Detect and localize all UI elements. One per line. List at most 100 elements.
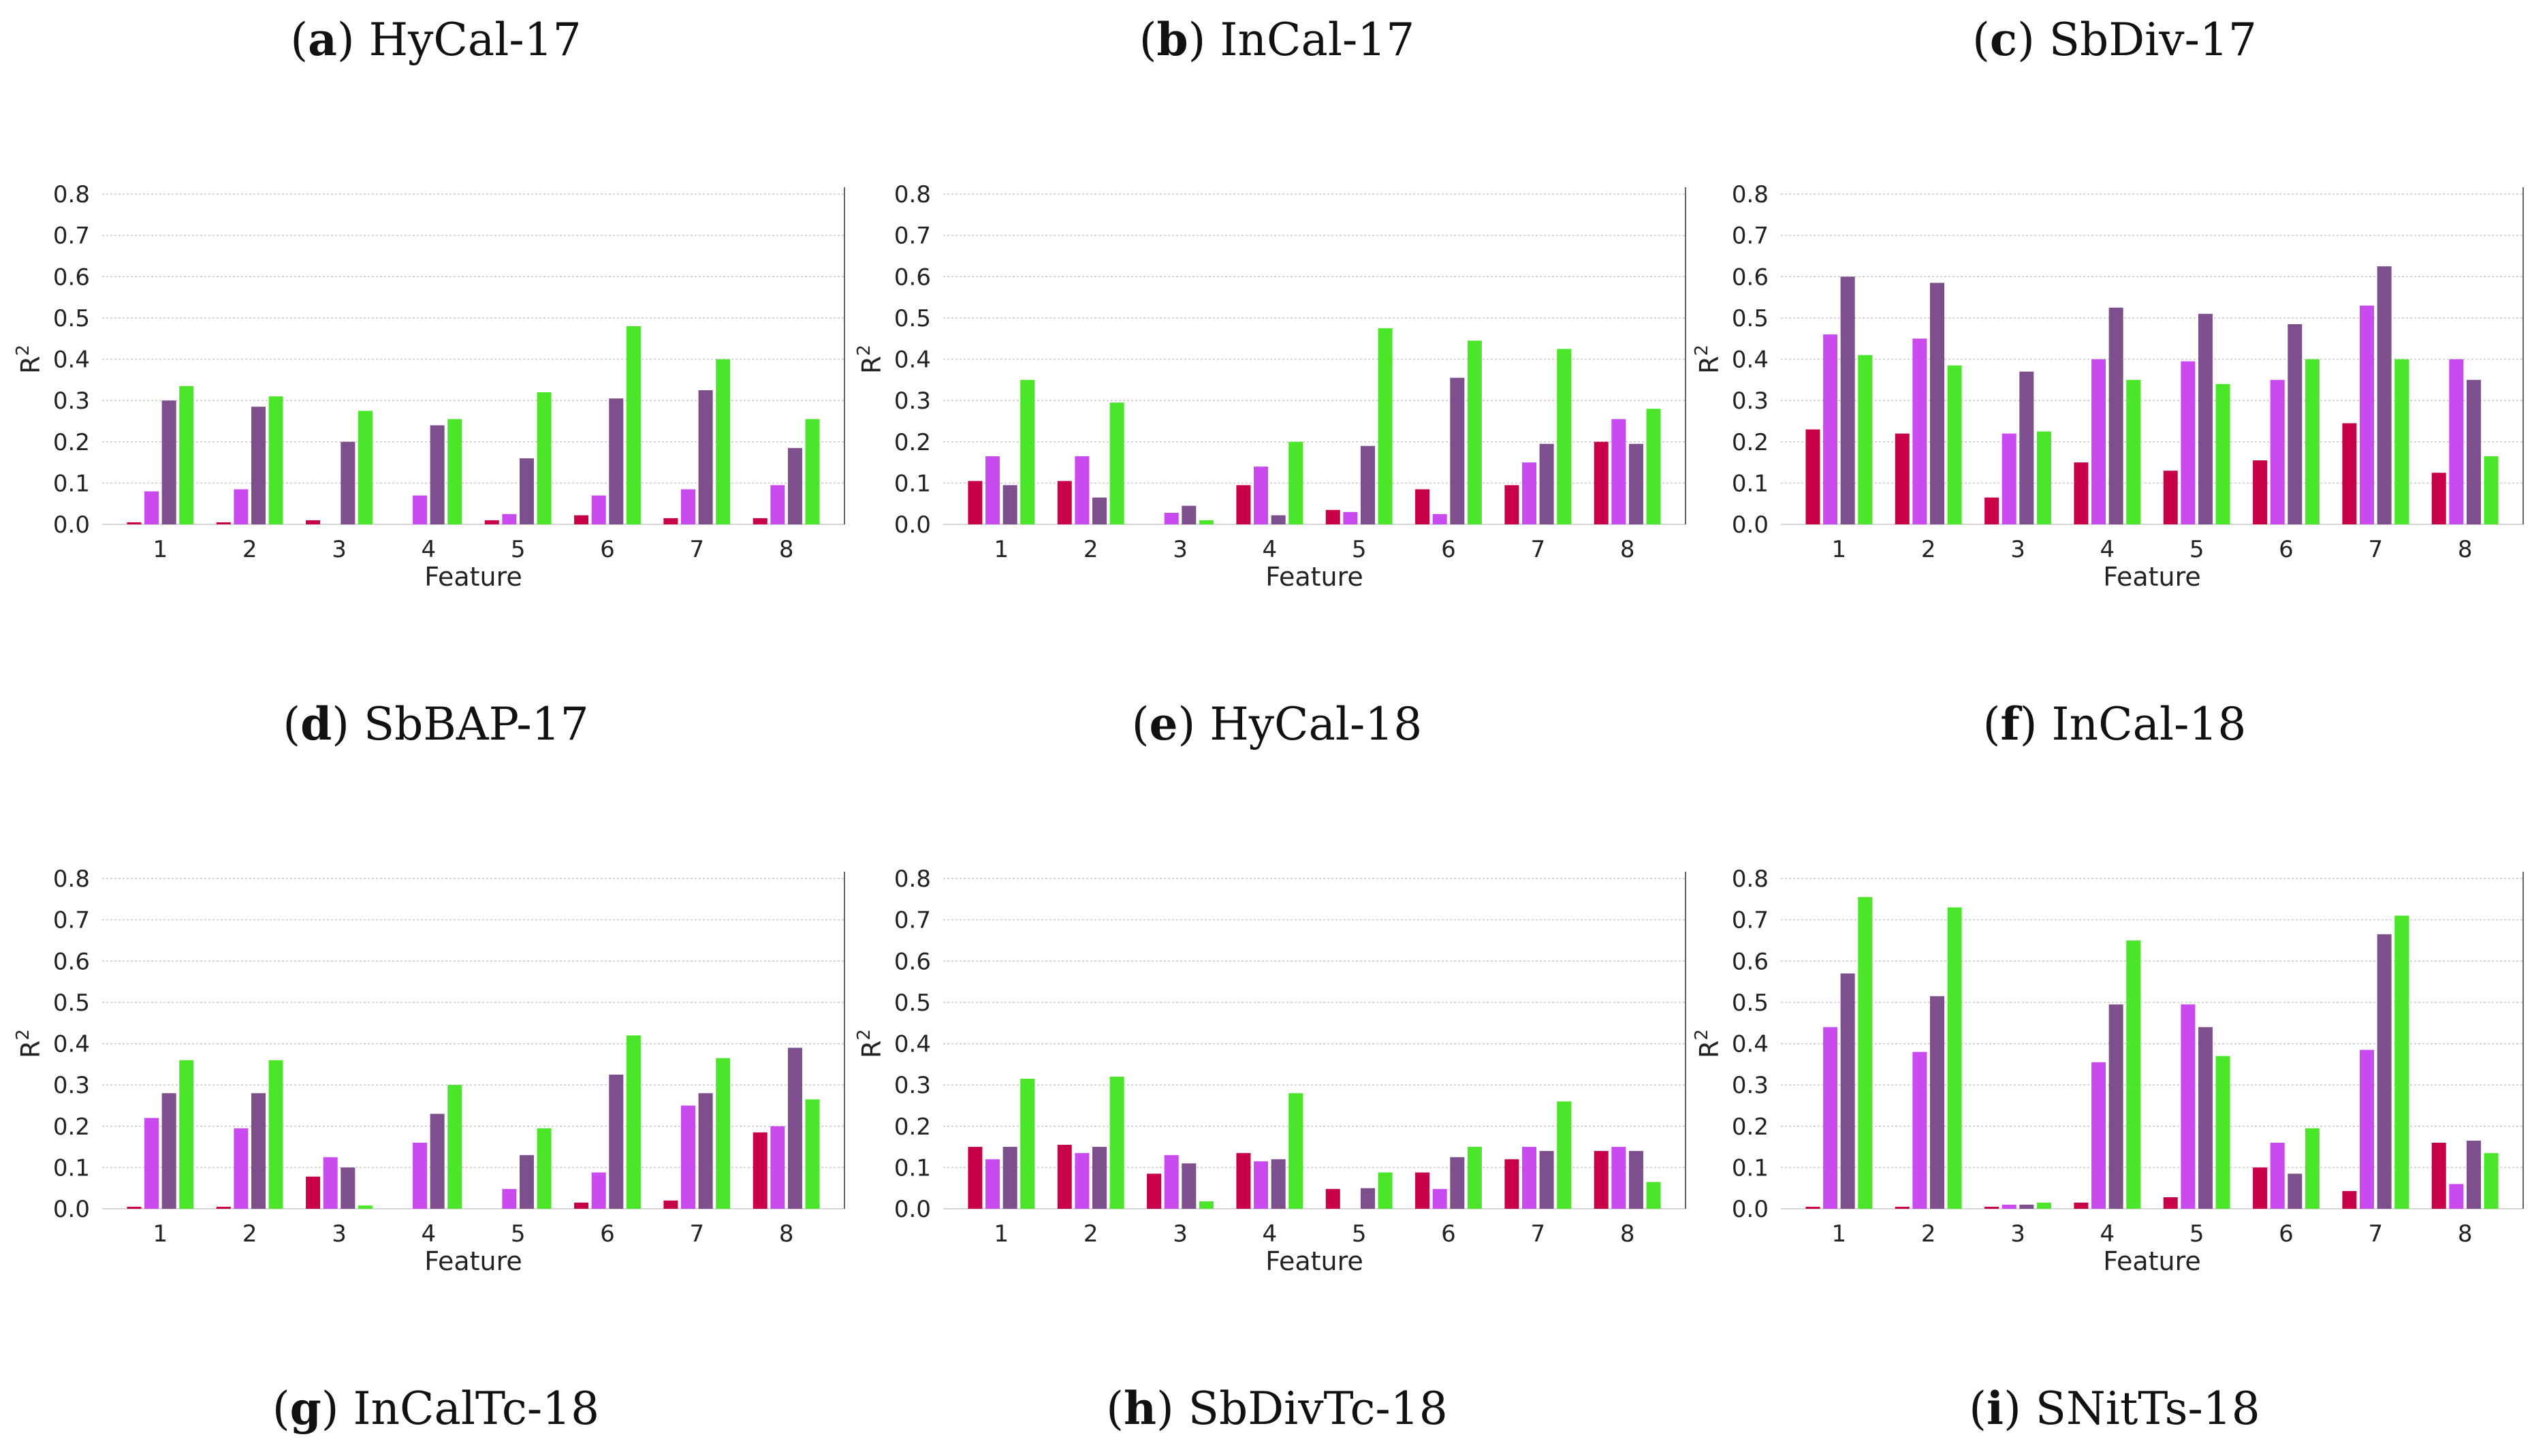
x-tick-label: 7 — [1530, 536, 1545, 563]
bar-series-1-feature-8 — [1594, 1151, 1609, 1209]
y-axis-label-superscript: 2 — [1692, 345, 1712, 356]
y-axis-label: R2 — [855, 1029, 887, 1058]
y-axis-label: R2 — [14, 1029, 46, 1058]
y-tick-label: 0.0 — [894, 1196, 931, 1223]
bar-series-2-feature-8 — [1611, 1147, 1626, 1209]
y-tick-label: 0.8 — [1732, 181, 1769, 208]
bar-series-4-feature-5 — [2215, 383, 2230, 524]
y-tick-label: 0.5 — [1732, 305, 1769, 332]
x-tick-label: 5 — [1352, 1220, 1367, 1248]
caption-i: (i) SNitTs-18 — [1969, 1382, 2260, 1435]
y-tick-label: 0.4 — [894, 1031, 931, 1058]
x-tick-label: 6 — [1441, 1220, 1456, 1248]
bar-series-2-feature-3 — [1164, 1155, 1179, 1209]
bar-chart-2: 0.0 0.1 0.2 0.3 0.4 0.5 0.6 0.7 0.8 1 2 3 4 5 6 7 8 Featu… — [855, 181, 1686, 592]
bar-series-2-feature-2 — [1075, 456, 1090, 524]
bar-series-2-feature-5 — [2181, 1004, 2196, 1209]
x-tick-label: 5 — [2189, 1220, 2204, 1248]
bar-series-3-feature-7 — [1539, 443, 1554, 524]
bar-series-4-feature-6 — [626, 1035, 641, 1209]
y-tick-label: 0.3 — [53, 1072, 90, 1099]
bar-series-4-feature-2 — [1947, 365, 1962, 524]
bar-series-2-feature-2 — [234, 489, 249, 524]
bar-series-4-feature-6 — [1467, 341, 1482, 524]
bar-series-3-feature-1 — [1002, 1147, 1017, 1209]
y-tick-label: 0.4 — [1732, 347, 1769, 374]
x-tick-label: 6 — [2279, 1220, 2294, 1248]
y-tick-label: 0.6 — [1732, 948, 1769, 975]
x-tick-label: 4 — [422, 536, 437, 563]
y-axis-label-superscript: 2 — [14, 1029, 33, 1041]
caption-letter: h — [1124, 1382, 1157, 1435]
y-tick-label: 0.1 — [1732, 470, 1769, 497]
y-tick-label: 0.8 — [1732, 866, 1769, 893]
bar-series-3-feature-6 — [2288, 323, 2303, 524]
bar-series-4-feature-7 — [2394, 915, 2409, 1209]
y-tick-label: 0.0 — [1732, 1196, 1769, 1223]
bar-series-4-feature-3 — [2036, 1202, 2051, 1209]
bar-series-3-feature-6 — [609, 1074, 624, 1209]
bar-series-3-feature-7 — [698, 390, 713, 524]
bar-series-2-feature-2 — [1912, 1051, 1927, 1209]
bar-series-3-feature-3 — [1182, 1163, 1197, 1209]
bar-series-2-feature-7 — [681, 1105, 696, 1209]
x-tick-label: 4 — [2100, 1220, 2115, 1248]
bar-series-3-feature-7 — [1539, 1151, 1554, 1209]
bar-series-2-feature-4 — [1254, 466, 1269, 524]
x-axis-label: Feature — [424, 562, 522, 592]
bar-series-4-feature-1 — [1858, 897, 1873, 1209]
x-tick-label: 4 — [1263, 536, 1278, 563]
bar-series-2-feature-3 — [323, 1157, 338, 1209]
x-tick-label: 8 — [1620, 536, 1635, 563]
bar-series-3-feature-6 — [1450, 1157, 1465, 1209]
bar-series-4-feature-2 — [268, 396, 283, 524]
y-tick-label: 0.2 — [894, 429, 931, 456]
x-tick-label: 1 — [153, 1220, 168, 1248]
bar-series-4-feature-5 — [537, 392, 552, 524]
chart-panel-1: 0.0 0.1 0.2 0.3 0.4 0.5 0.6 0.7 0.8 1 2 3 4 5 6 7 8 Featu… — [14, 170, 858, 647]
bar-series-2-feature-8 — [770, 1126, 785, 1209]
bar-series-1-feature-4 — [2074, 462, 2089, 524]
caption-letter: c — [1989, 13, 2018, 66]
x-tick-label: 7 — [689, 1220, 704, 1248]
bar-series-3-feature-8 — [2466, 379, 2481, 524]
bar-series-4-feature-4 — [447, 419, 462, 524]
chart-panel-3: 0.0 0.1 0.2 0.3 0.4 0.5 0.6 0.7 0.8 1 2 3 4 5 6 7 8 Featu… — [1692, 170, 2537, 647]
bar-series-1-feature-3 — [1984, 497, 1999, 524]
x-tick-label: 1 — [994, 536, 1009, 563]
bar-series-3-feature-7 — [2377, 934, 2392, 1209]
bar-series-2-feature-1 — [985, 456, 1000, 524]
bar-series-2-feature-5 — [2181, 361, 2196, 524]
y-tick-label: 0.2 — [53, 1113, 90, 1141]
bar-series-3-feature-8 — [1628, 443, 1643, 524]
y-axis-label-base: R — [857, 1041, 887, 1058]
chart-panel-5: 0.0 0.1 0.2 0.3 0.4 0.5 0.6 0.7 0.8 1 2 3 4 5 6 7 8 Featu… — [855, 855, 1699, 1331]
y-tick-label: 0.6 — [1732, 264, 1769, 291]
bar-series-2-feature-5 — [502, 1188, 517, 1209]
bar-series-3-feature-5 — [2198, 1027, 2213, 1209]
bar-series-2-feature-1 — [985, 1159, 1000, 1209]
y-tick-label: 0.3 — [1732, 387, 1769, 415]
bar-series-2-feature-2 — [1075, 1153, 1090, 1209]
bar-series-1-feature-5 — [1325, 509, 1340, 524]
bar-series-2-feature-1 — [144, 1118, 159, 1209]
bar-series-2-feature-2 — [1912, 338, 1927, 524]
y-tick-label: 0.3 — [53, 387, 90, 415]
bar-series-4-feature-3 — [1199, 1201, 1214, 1209]
caption-name: SNitTs-18 — [2035, 1382, 2260, 1435]
bar-series-2-feature-6 — [591, 495, 606, 524]
caption-letter: b — [1156, 13, 1188, 66]
bar-series-1-feature-2 — [1895, 1206, 1910, 1209]
bar-series-3-feature-7 — [2377, 266, 2392, 524]
y-axis-label: R2 — [1692, 1029, 1724, 1058]
x-tick-label: 2 — [242, 1220, 257, 1248]
bar-series-4-feature-4 — [447, 1085, 462, 1209]
x-tick-label: 3 — [2010, 536, 2025, 563]
y-axis-label-superscript: 2 — [14, 345, 33, 356]
y-axis-label: R2 — [1692, 345, 1724, 374]
bar-series-4-feature-8 — [1646, 409, 1661, 524]
x-axis-label: Feature — [424, 1246, 522, 1276]
y-tick-label: 0.8 — [53, 181, 90, 208]
caption-name: HyCal-17 — [368, 14, 582, 66]
bar-chart-3: 0.0 0.1 0.2 0.3 0.4 0.5 0.6 0.7 0.8 1 2 3 4 5 6 7 8 Featu… — [1692, 181, 2524, 592]
